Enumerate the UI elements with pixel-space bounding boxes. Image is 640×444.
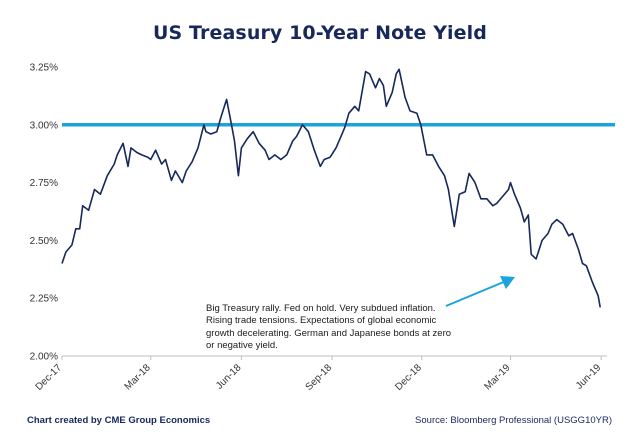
- y-tick-label: 2.00%: [30, 352, 58, 363]
- x-tick-label: Jun-18: [214, 362, 244, 392]
- x-tick-label: Mar-19: [482, 362, 512, 392]
- annotation-line-3: growth decelerating. German and Japanese…: [206, 327, 452, 339]
- annotation-line-1: Big Treasury rally. Fed on hold. Very su…: [206, 303, 436, 314]
- x-tick-label: Jun-19: [574, 362, 604, 392]
- series-group: [61, 68, 601, 308]
- y-tick-label: 3.00%: [30, 120, 58, 131]
- chart-title: US Treasury 10-Year Note Yield: [153, 22, 487, 44]
- y-tick-label: 2.50%: [30, 236, 58, 247]
- annotation-line-2: Rising trade tensions. Expectations of g…: [206, 315, 437, 327]
- annotation-text: Big Treasury rally. Fed on hold. Very su…: [206, 303, 452, 352]
- footer-credit: Chart created by CME Group Economics: [27, 415, 211, 426]
- x-tick-label: Sep-18: [304, 362, 335, 393]
- annotation-line-4: or negative yield.: [206, 339, 278, 351]
- series-line-10y-yield: [61, 68, 601, 308]
- x-tick-label: Dec-17: [34, 362, 65, 393]
- x-tick-label: Mar-18: [123, 362, 153, 392]
- y-tick-label: 3.25%: [30, 63, 58, 74]
- annotation-arrow-head: [500, 276, 515, 289]
- annotation-arrow-group: [445, 276, 515, 307]
- y-tick-label: 2.25%: [30, 294, 58, 305]
- annotation-arrow-shaft: [445, 280, 507, 307]
- y-tick-label: 2.75%: [30, 178, 58, 189]
- x-tick-label: Dec-18: [393, 362, 424, 393]
- footer-source: Source: Bloomberg Professional (USGG10YR…: [415, 415, 612, 426]
